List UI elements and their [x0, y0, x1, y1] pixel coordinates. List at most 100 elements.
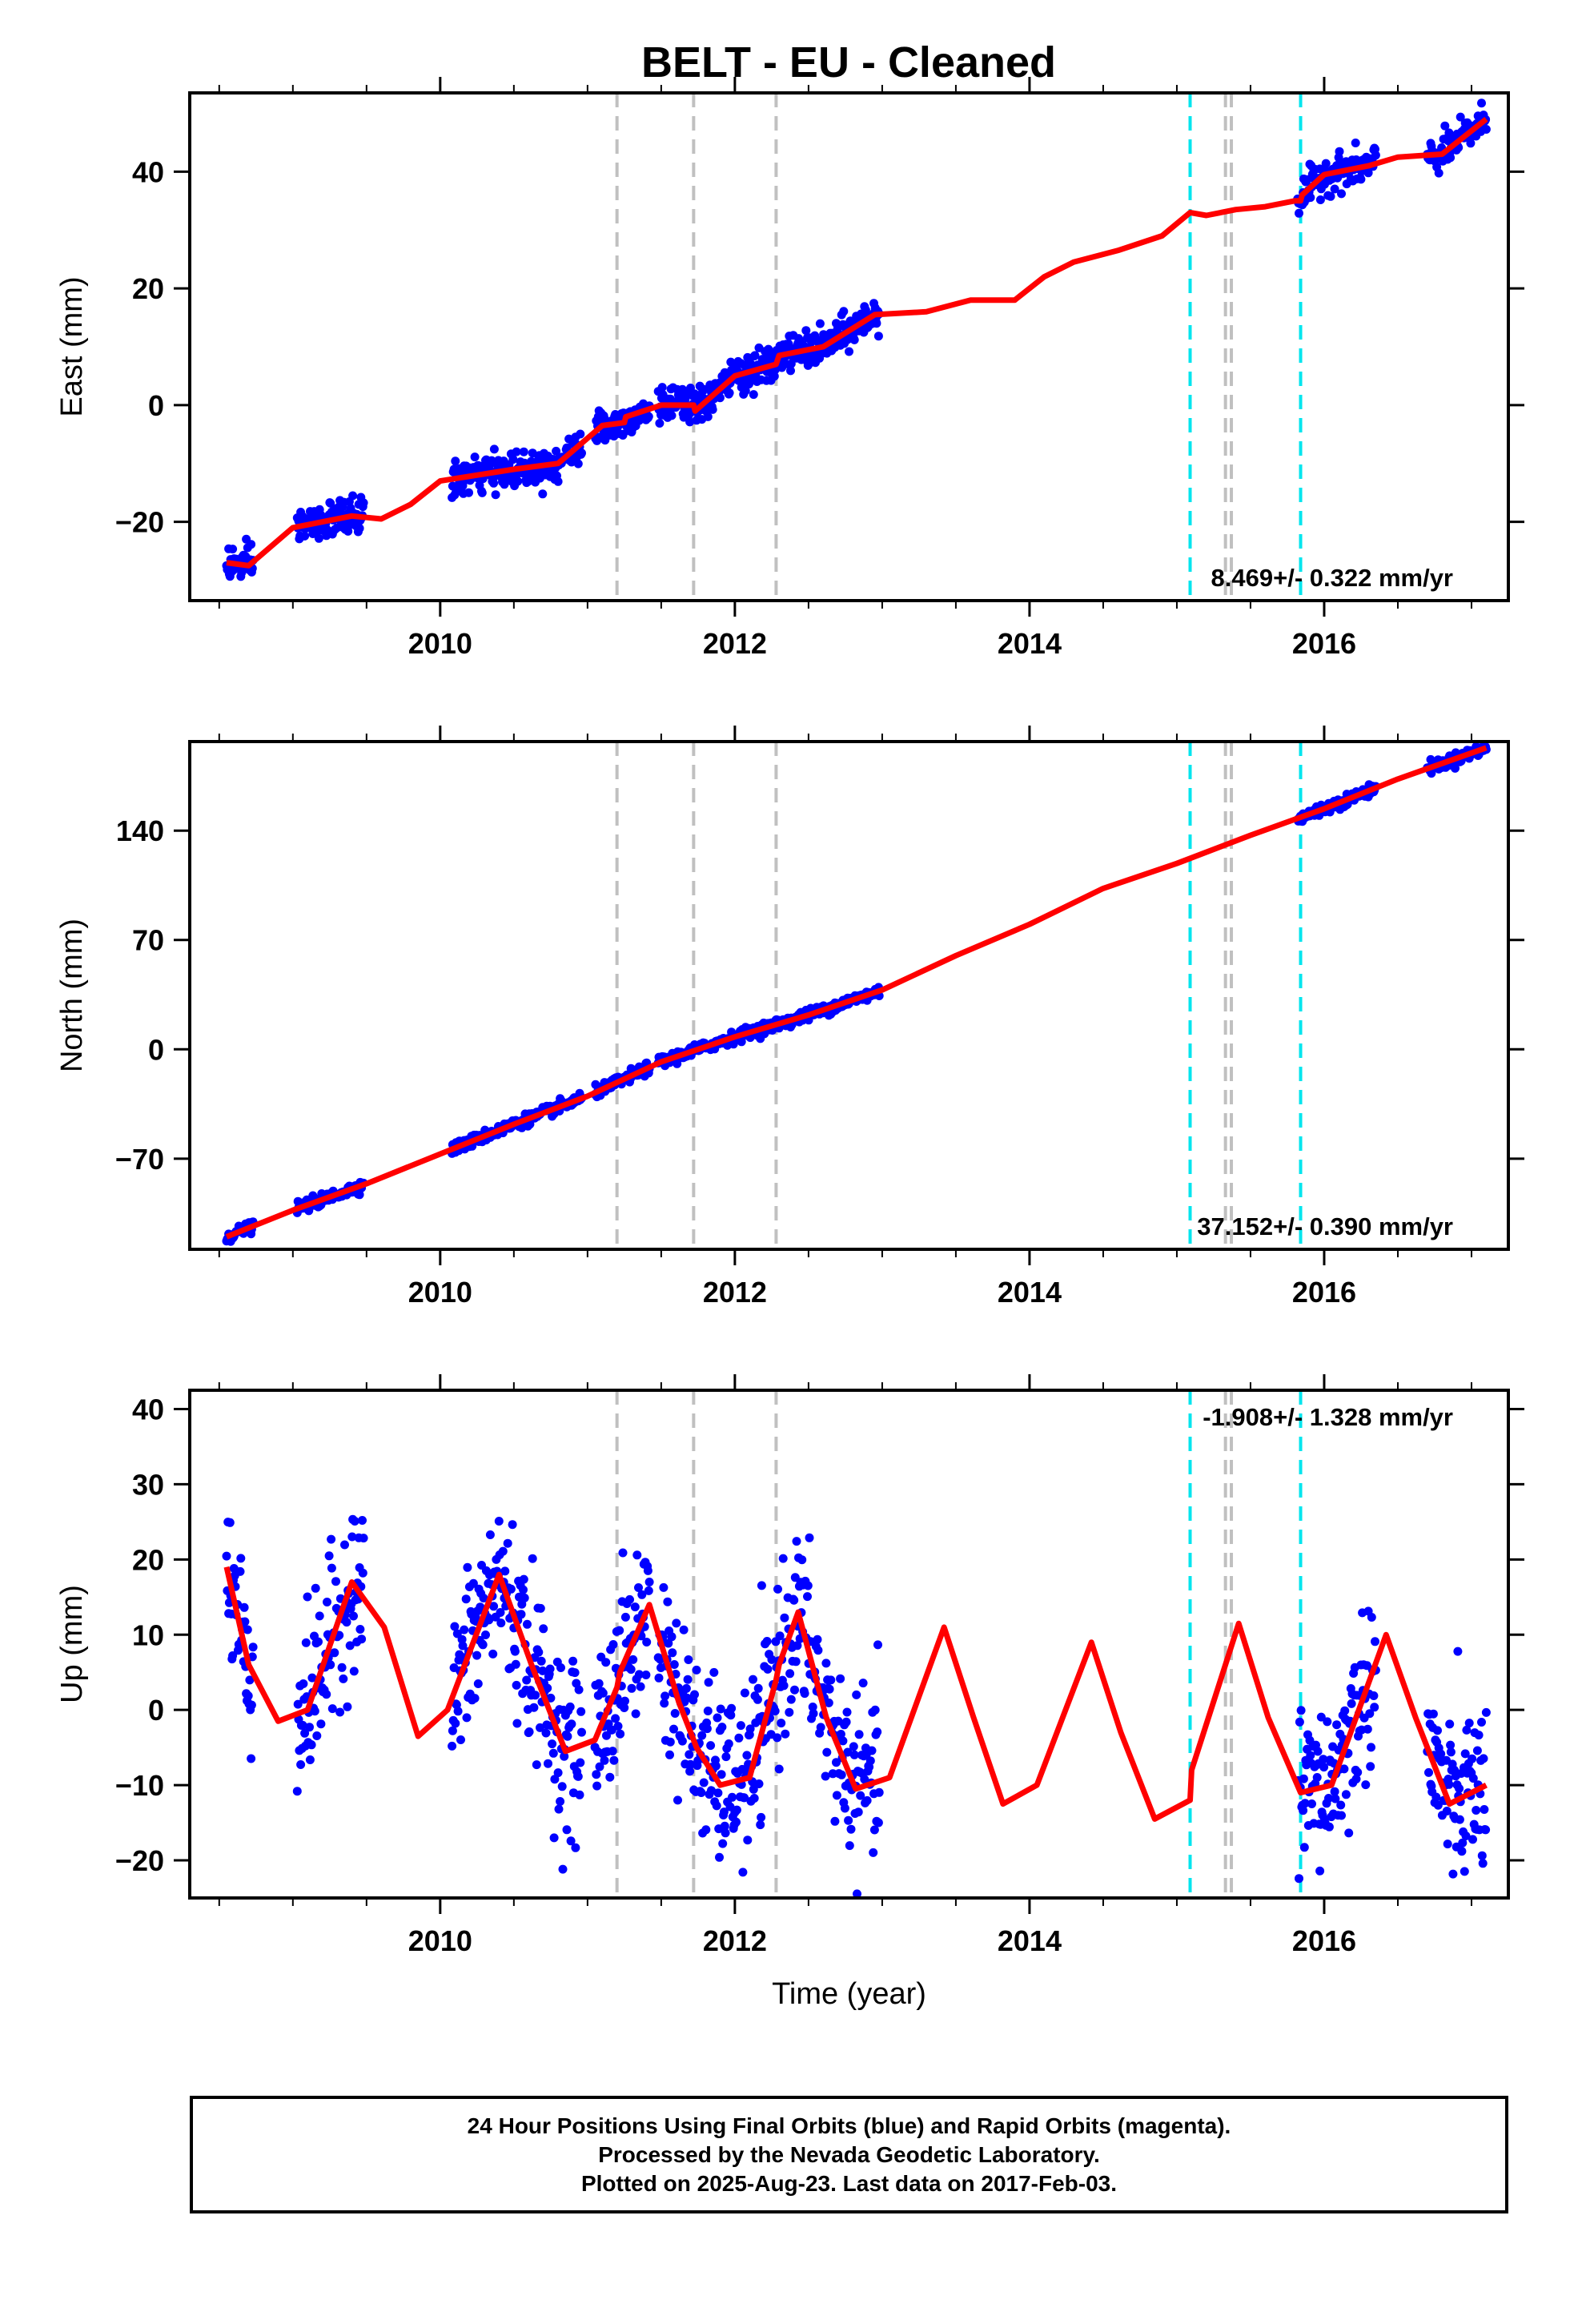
up-observation-point — [510, 1647, 520, 1656]
up-observation-point — [749, 1784, 758, 1794]
up-observation-point — [773, 1733, 782, 1743]
east-observation-point — [1321, 159, 1331, 168]
up-observation-point — [451, 1719, 460, 1728]
up-observation-point — [549, 1833, 559, 1843]
up-observation-point — [536, 1656, 546, 1666]
up-observation-point — [813, 1634, 822, 1644]
up-observation-point — [685, 1767, 695, 1776]
up-observation-point — [1340, 1706, 1350, 1715]
north-x-tick-label: 2014 — [998, 1276, 1062, 1309]
up-observation-point — [1424, 1767, 1433, 1777]
east-x-tick-label: 2014 — [998, 627, 1062, 660]
up-observation-point — [296, 1760, 306, 1769]
up-observation-point — [670, 1709, 680, 1718]
up-observation-point — [358, 1568, 367, 1578]
east-observation-point — [247, 540, 256, 549]
east-observation-point — [489, 478, 499, 488]
north-y-tick-label: 140 — [116, 814, 164, 847]
east-observation-point — [786, 359, 796, 368]
east-observation-point — [237, 568, 247, 577]
east-observation-point — [1456, 112, 1465, 122]
up-observation-point — [536, 1603, 545, 1613]
east-y-tick-label: 40 — [132, 155, 164, 188]
up-observation-point — [560, 1751, 569, 1761]
up-observation-point — [544, 1759, 552, 1768]
north-y-tick-label: 70 — [132, 924, 164, 957]
up-observation-point — [1299, 1774, 1308, 1783]
up-observation-point — [609, 1755, 619, 1765]
up-observation-point — [1299, 1843, 1309, 1852]
up-observation-point — [854, 1730, 864, 1739]
east-observation-point — [359, 498, 368, 508]
up-x-axis-label: Time (year) — [772, 1977, 926, 2011]
up-observation-point — [557, 1782, 567, 1791]
east-observation-point — [786, 366, 795, 376]
up-observation-point — [567, 1719, 576, 1729]
up-observation-point — [1445, 1719, 1455, 1729]
up-observation-point — [1443, 1839, 1452, 1849]
up-observation-point — [824, 1698, 833, 1707]
up-observation-point — [1347, 1699, 1356, 1708]
up-observation-point — [1313, 1747, 1323, 1756]
up-observation-point — [844, 1815, 853, 1825]
up-observation-point — [728, 1792, 737, 1802]
east-observation-point — [801, 326, 811, 336]
up-observation-point — [479, 1594, 488, 1602]
up-observation-point — [611, 1714, 620, 1723]
up-observation-point — [618, 1548, 628, 1558]
up-observation-point — [763, 1664, 773, 1674]
up-observation-point — [236, 1554, 246, 1563]
up-observation-point — [1299, 1806, 1308, 1815]
east-observation-point — [769, 372, 779, 381]
up-observation-point — [713, 1788, 723, 1798]
east-observation-point — [750, 351, 760, 360]
up-observation-point — [620, 1703, 629, 1712]
up-observation-point — [634, 1583, 643, 1592]
up-observation-point — [664, 1638, 673, 1648]
up-observation-point — [506, 1584, 516, 1594]
up-observation-point — [786, 1695, 796, 1704]
up-observation-point — [478, 1640, 488, 1650]
up-observation-point — [322, 1690, 331, 1699]
up-observation-point — [789, 1595, 799, 1605]
up-observation-point — [243, 1691, 253, 1701]
up-observation-point — [644, 1586, 653, 1595]
up-observation-point — [508, 1520, 517, 1530]
east-x-tick-label: 2012 — [703, 627, 767, 660]
up-observation-point — [1478, 1859, 1488, 1868]
up-observation-point — [485, 1530, 495, 1539]
up-observation-point — [562, 1825, 572, 1835]
up-observation-point — [1336, 1800, 1346, 1810]
up-observation-point — [706, 1741, 716, 1751]
up-observation-point — [712, 1801, 721, 1811]
east-y-tick-label: 0 — [148, 389, 164, 422]
up-observation-point — [626, 1665, 636, 1675]
up-observation-point — [685, 1750, 694, 1759]
up-observation-point — [732, 1805, 741, 1815]
up-observation-point — [545, 1664, 555, 1674]
up-observation-point — [1444, 1779, 1454, 1789]
up-observation-point — [310, 1707, 319, 1716]
east-observation-point — [464, 488, 473, 497]
up-observation-point — [498, 1546, 508, 1556]
up-observation-point — [641, 1671, 651, 1679]
up-observation-point — [576, 1758, 585, 1767]
up-observation-point — [1339, 1764, 1349, 1774]
up-observation-point — [1330, 1787, 1339, 1796]
up-observation-point — [605, 1772, 615, 1782]
up-observation-point — [307, 1740, 316, 1750]
east-observation-point — [300, 531, 310, 541]
up-observation-point — [773, 1584, 782, 1594]
up-observation-point — [563, 1731, 572, 1741]
up-observation-point — [1296, 1706, 1306, 1715]
up-observation-point — [874, 1787, 884, 1797]
up-observation-point — [681, 1683, 691, 1693]
east-observation-point — [1440, 121, 1450, 131]
up-observation-point — [775, 1631, 785, 1641]
up-observation-point — [803, 1581, 813, 1590]
up-observation-point — [292, 1787, 302, 1796]
east-observation-point — [749, 390, 758, 400]
up-observation-point — [665, 1737, 675, 1747]
up-observation-point — [672, 1618, 681, 1628]
up-observation-point — [1446, 1747, 1456, 1757]
